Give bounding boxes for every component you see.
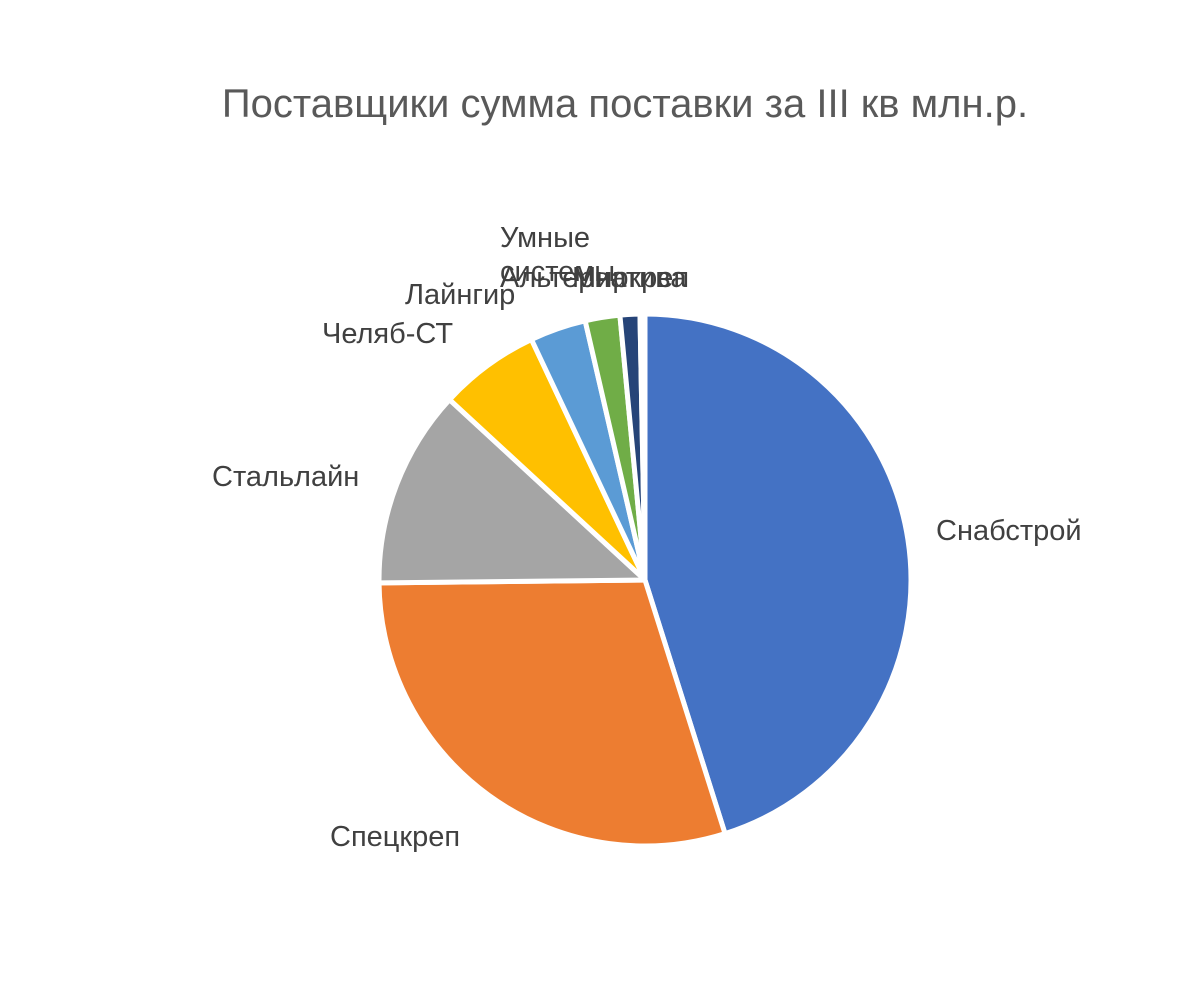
pie-slice-1: [642, 311, 914, 837]
slice-label-3: Стальлайн: [212, 461, 359, 493]
slice-label-8: Миркреп: [572, 262, 689, 294]
slice-label-1: Снабстрой: [936, 515, 1082, 547]
slice-label-6: Умные системы: [500, 222, 615, 288]
pie-slice-3: [376, 397, 648, 586]
slice-label-2: Спецкреп: [330, 821, 460, 853]
slice-label-4: Челяб-СТ: [322, 318, 453, 350]
pie-slice-2: [376, 577, 728, 849]
slice-label-7: Альтернатива: [500, 262, 687, 294]
chart-title: Поставщики сумма поставки за III кв млн.…: [221, 82, 1029, 126]
pie-slice-8: [637, 311, 648, 583]
slice-label-5: Лайнгир: [405, 279, 515, 311]
